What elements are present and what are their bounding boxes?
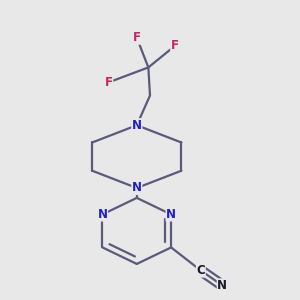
Text: N: N	[217, 279, 227, 292]
Text: N: N	[98, 208, 107, 221]
Text: N: N	[132, 119, 142, 132]
Text: N: N	[166, 208, 176, 221]
Text: F: F	[171, 40, 179, 52]
Text: N: N	[132, 182, 142, 194]
Text: F: F	[105, 76, 113, 89]
Text: F: F	[133, 31, 141, 44]
Text: C: C	[196, 264, 205, 277]
